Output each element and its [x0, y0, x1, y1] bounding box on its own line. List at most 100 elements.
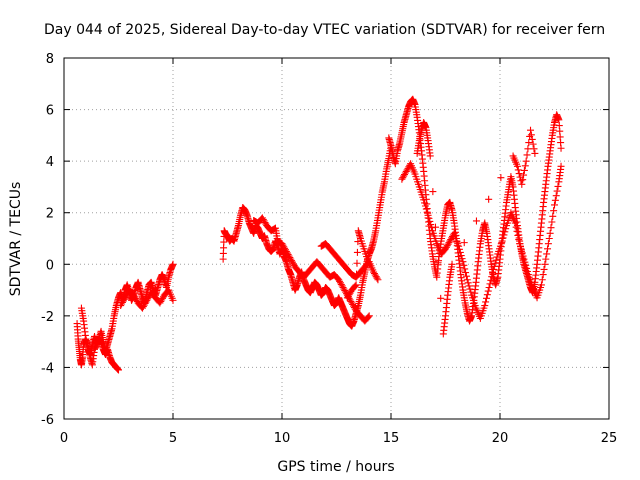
data-point: [547, 224, 555, 232]
x-tick-label: 0: [60, 431, 68, 446]
data-point: [157, 297, 165, 305]
y-tick-label: 2: [46, 207, 54, 222]
data-point: [281, 244, 289, 252]
data-point: [487, 276, 495, 284]
data-point: [283, 249, 291, 257]
data-point: [502, 225, 510, 233]
data-point: [501, 228, 509, 236]
y-tick-label: 6: [46, 104, 54, 119]
data-point: [462, 272, 470, 280]
y-tick-label: -6: [41, 413, 54, 428]
data-point: [513, 227, 521, 235]
data-point: [130, 291, 138, 299]
data-point: [132, 294, 140, 302]
data-point: [444, 240, 452, 248]
data-point: [520, 255, 528, 263]
data-point: [424, 211, 432, 219]
y-axis-label: SDTVAR / TECUs: [8, 182, 24, 297]
data-point: [280, 243, 288, 251]
data-point: [484, 287, 492, 295]
series-track-b: [77, 260, 177, 359]
data-point: [420, 196, 428, 204]
data-point: [123, 291, 131, 299]
data-point: [523, 268, 531, 276]
data-point: [370, 270, 378, 278]
y-tick-label: -2: [41, 310, 54, 325]
data-point: [545, 235, 553, 242]
data-point: [511, 219, 519, 227]
data-point: [351, 282, 359, 290]
data-point: [365, 260, 373, 268]
data-point: [455, 242, 463, 250]
data-point: [426, 217, 434, 225]
data-point: [512, 223, 520, 231]
data-point: [142, 298, 150, 306]
data-point: [156, 299, 164, 307]
data-point: [489, 269, 497, 277]
data-point: [464, 279, 472, 287]
series-track-c: [117, 286, 177, 312]
y-tick-label: -4: [41, 361, 54, 376]
x-axis-label: GPS time / hours: [277, 459, 394, 475]
data-point: [459, 258, 467, 266]
y-tick-label: 8: [46, 52, 54, 67]
data-point: [345, 291, 353, 299]
data-point: [374, 276, 382, 284]
data-point: [427, 221, 435, 229]
data-point: [120, 295, 128, 303]
data-point: [353, 259, 361, 267]
data-point: [515, 170, 523, 178]
data-point: [488, 273, 496, 281]
data-point: [527, 131, 535, 139]
data-point: [490, 262, 498, 270]
data-point: [482, 298, 490, 306]
y-tick-label: 4: [46, 155, 54, 170]
data-point: [455, 245, 463, 253]
data-point: [514, 166, 522, 174]
data-point: [284, 250, 292, 258]
data-point: [169, 260, 177, 268]
data-point: [343, 294, 351, 302]
data-point: [447, 236, 455, 244]
data-point: [338, 282, 346, 290]
data-point: [554, 182, 562, 190]
data-point: [145, 293, 153, 301]
data-point: [523, 151, 531, 159]
data-point: [548, 218, 556, 226]
data-point: [285, 252, 293, 260]
data-point: [456, 248, 464, 256]
data-point: [365, 312, 373, 320]
data-point: [131, 293, 139, 301]
data-point: [462, 269, 470, 277]
data-point: [288, 257, 296, 265]
data-point: [288, 258, 296, 266]
data-point: [258, 214, 266, 222]
data-point: [517, 246, 525, 254]
y-tick-label: 0: [46, 258, 54, 273]
data-point: [139, 303, 147, 311]
data-point: [132, 296, 140, 304]
data-point: [551, 196, 559, 204]
data-point: [349, 301, 357, 309]
data-point: [261, 219, 269, 227]
data-point: [260, 217, 268, 225]
data-point: [522, 157, 530, 165]
data-point: [347, 297, 355, 305]
data-point: [448, 260, 456, 268]
x-tick-label: 10: [274, 431, 291, 446]
data-point: [457, 252, 465, 260]
data-point: [498, 237, 506, 245]
data-point: [537, 281, 545, 289]
data-point: [489, 265, 497, 273]
data-point: [336, 277, 344, 285]
data-point: [352, 281, 360, 289]
data-point: [421, 199, 429, 207]
data-marks: [73, 95, 565, 374]
data-point: [400, 172, 408, 180]
data-point: [350, 304, 358, 312]
data-point: [557, 144, 565, 152]
data-point: [336, 279, 344, 287]
data-point: [346, 289, 354, 297]
